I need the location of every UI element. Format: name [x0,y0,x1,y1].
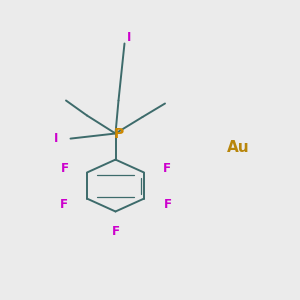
Text: F: F [164,197,171,211]
Text: F: F [60,197,68,211]
Text: F: F [61,162,68,176]
Text: F: F [163,162,171,176]
Text: I: I [54,131,58,145]
Text: P: P [114,127,124,141]
Text: Au: Au [227,140,250,154]
Text: F: F [112,225,119,238]
Text: I: I [127,31,131,44]
